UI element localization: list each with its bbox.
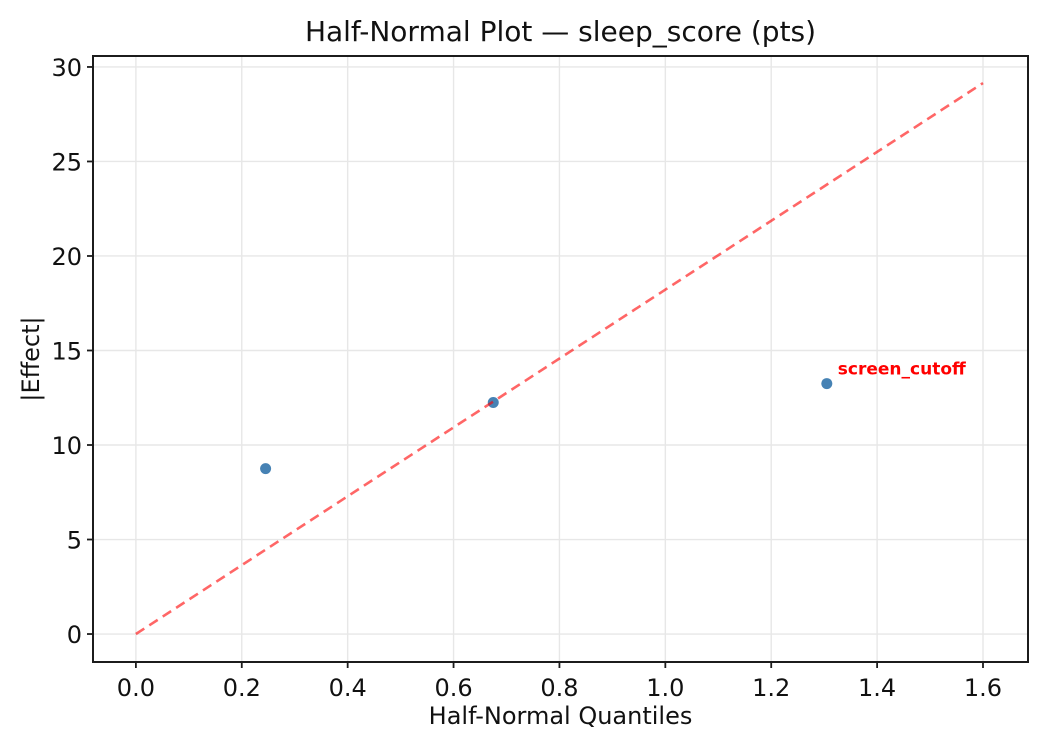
- y-tick-label: 25: [51, 148, 82, 176]
- data-point: [821, 378, 833, 390]
- y-tick-label: 0: [67, 621, 82, 649]
- x-tick-label: 0.4: [329, 674, 367, 702]
- plot-border: [92, 55, 1029, 663]
- x-tick-label: 1.4: [858, 674, 896, 702]
- chart-title: Half-Normal Plot — sleep_score (pts): [304, 15, 817, 48]
- x-tick-label: 0.6: [434, 674, 472, 702]
- x-axis-label: Half-Normal Quantiles: [428, 702, 693, 730]
- y-tick-label: 30: [51, 54, 82, 82]
- x-tick-label: 0.0: [117, 674, 155, 702]
- x-tick-label: 0.2: [223, 674, 261, 702]
- x-tick-label: 0.8: [540, 674, 578, 702]
- data-point: [260, 463, 272, 475]
- reference-line: [135, 81, 984, 636]
- x-tick-label: 1.2: [752, 674, 790, 702]
- y-axis-label: |Effect|: [17, 316, 45, 402]
- annotation-screen-cutoff: screen_cutoff: [838, 360, 966, 380]
- y-tick-label: 10: [51, 432, 82, 460]
- x-tick-label: 1.0: [646, 674, 684, 702]
- y-tick-label: 15: [51, 337, 82, 365]
- y-tick-label: 20: [51, 243, 82, 271]
- x-tick-label: 1.6: [964, 674, 1002, 702]
- y-tick-label: 5: [67, 527, 82, 555]
